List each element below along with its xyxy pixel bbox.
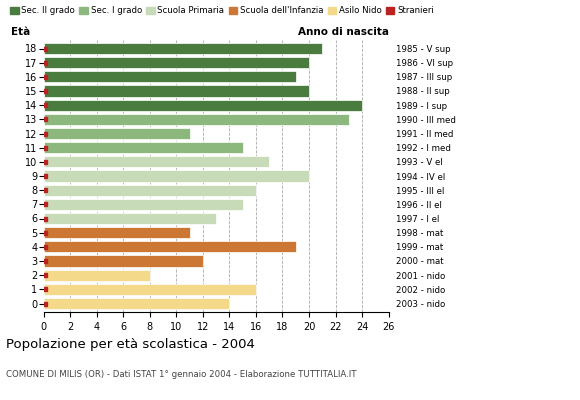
Bar <box>44 227 190 238</box>
Bar <box>44 86 309 96</box>
Bar <box>44 185 256 196</box>
Bar <box>44 43 322 54</box>
Bar <box>44 128 190 139</box>
Bar <box>44 241 296 252</box>
Bar <box>44 71 296 82</box>
Bar <box>44 170 309 182</box>
Bar <box>44 298 229 309</box>
Bar <box>44 57 309 68</box>
Bar <box>44 100 362 111</box>
Bar <box>44 142 242 153</box>
Bar <box>44 199 242 210</box>
Bar <box>44 284 256 295</box>
Text: Età: Età <box>10 27 30 37</box>
Text: Anno di nascita: Anno di nascita <box>298 27 389 37</box>
Bar <box>44 270 150 281</box>
Bar <box>44 213 216 224</box>
Bar <box>44 114 349 125</box>
Legend: Sec. II grado, Sec. I grado, Scuola Primaria, Scuola dell'Infanzia, Asilo Nido, : Sec. II grado, Sec. I grado, Scuola Prim… <box>10 6 434 15</box>
Text: Popolazione per età scolastica - 2004: Popolazione per età scolastica - 2004 <box>6 338 255 351</box>
Text: COMUNE DI MILIS (OR) - Dati ISTAT 1° gennaio 2004 - Elaborazione TUTTITALIA.IT: COMUNE DI MILIS (OR) - Dati ISTAT 1° gen… <box>6 370 356 379</box>
Bar <box>44 156 269 167</box>
Bar <box>44 256 203 266</box>
